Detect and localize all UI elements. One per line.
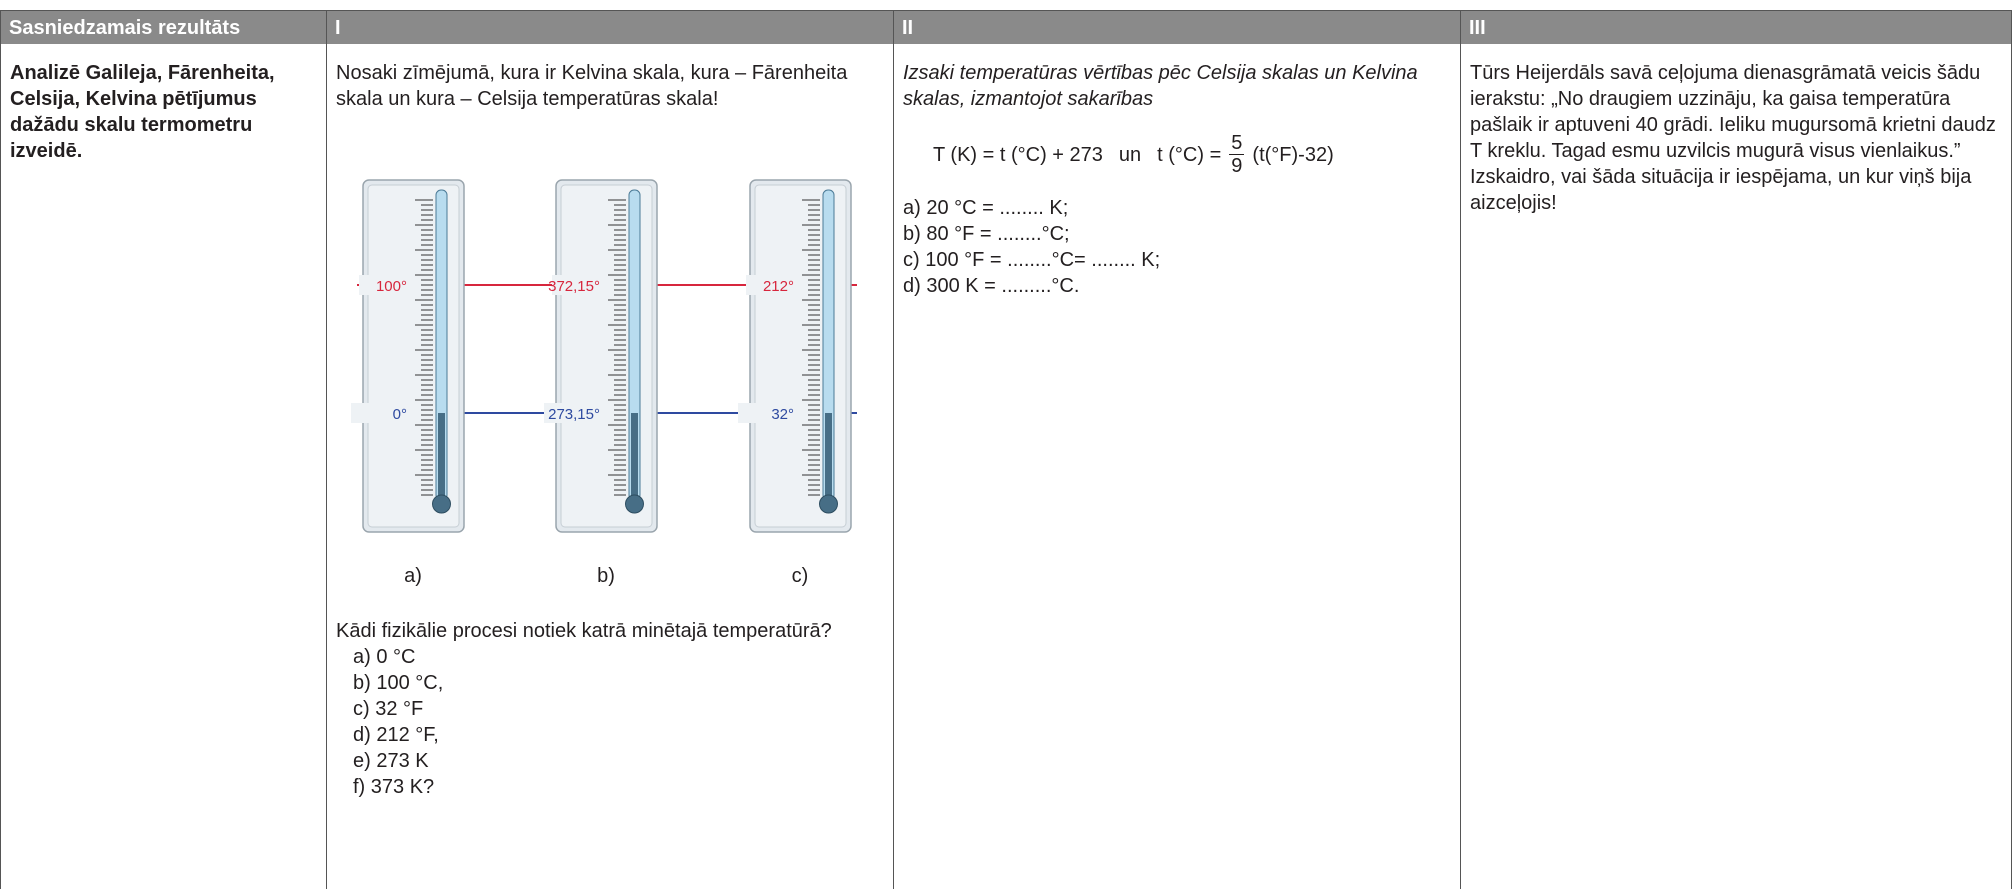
formula: T (K) = t (°C) + 273 un t (°C) = 5 9 (t(… [933, 132, 1451, 177]
task3-cell: Tūrs Heijerdāls savā ceļojuma dienasgrām… [1461, 44, 2012, 889]
task-text: Izsaki temperatūras vērtības pēc Celsija… [903, 60, 1451, 112]
header-cell: I [327, 10, 894, 44]
task2-cell: Izsaki temperatūras vērtības pēc Celsija… [894, 44, 1461, 889]
task-text: Nosaki zīmējumā, kura ir Kelvina skala, … [336, 60, 876, 112]
item: c) 32 °F [353, 696, 876, 722]
header-cell: III [1461, 10, 2012, 44]
mercury [825, 413, 832, 503]
bulb [820, 495, 838, 513]
bottom-label: 0° [393, 406, 407, 423]
item: b) 100 °C, [353, 670, 876, 696]
story-text: Tūrs Heijerdāls savā ceļojuma dienasgrām… [1470, 60, 2002, 164]
bulb [433, 495, 451, 513]
formula-part: un [1119, 142, 1141, 168]
item: c) 100 °F = ........°C= ........ K; [903, 247, 1451, 273]
item: b) 80 °F = ........°C; [903, 221, 1451, 247]
bulb [626, 495, 644, 513]
question-text: Izskaidro, vai šāda situācija ir iespēja… [1470, 164, 2002, 216]
item-list: a) 20 °C = ........ K;b) 80 °F = .......… [903, 195, 1451, 299]
item: f) 373 K? [353, 774, 876, 800]
mercury [631, 413, 638, 503]
item: d) 212 °F, [353, 722, 876, 748]
top-label: 100° [376, 278, 407, 295]
question-block: Kādi fizikālie procesi notiek katrā minē… [336, 618, 876, 800]
formula-part: (t(°F)-32) [1252, 142, 1333, 168]
thermometer-label: c) [792, 565, 809, 587]
top-label: 212° [763, 278, 794, 295]
formula-part: t (°C) = [1157, 142, 1221, 168]
item: a) 20 °C = ........ K; [903, 195, 1451, 221]
result-text: Analizē Galileja, Fārenheita, Celsija, K… [10, 60, 317, 164]
formula-part: T (K) = t (°C) + 273 [933, 142, 1103, 168]
thermometer-label: a) [404, 565, 422, 587]
item: a) 0 °C [353, 644, 876, 670]
header-cell: II [894, 10, 1461, 44]
result-cell: Analizē Galileja, Fārenheita, Celsija, K… [0, 44, 327, 889]
fraction: 5 9 [1229, 132, 1244, 177]
question-text: Kādi fizikālie procesi notiek katrā minē… [336, 618, 876, 644]
mercury [438, 413, 445, 503]
thermometer-figure: 100° 0° a) 372,15° 273,15° b) 212° 32° c) [327, 170, 894, 600]
numerator: 5 [1229, 132, 1244, 155]
bottom-label: 32° [771, 406, 794, 423]
top-label: 372,15° [548, 278, 600, 295]
item: e) 273 K [353, 748, 876, 774]
bottom-label: 273,15° [548, 406, 600, 423]
denominator: 9 [1231, 155, 1242, 177]
item: d) 300 K = .........°C. [903, 273, 1451, 299]
header-cell: Sasniedzamais rezultāts [0, 10, 327, 44]
page: Sasniedzamais rezultāts I II III Analizē… [0, 0, 2012, 889]
thermometer-label: b) [597, 565, 615, 587]
